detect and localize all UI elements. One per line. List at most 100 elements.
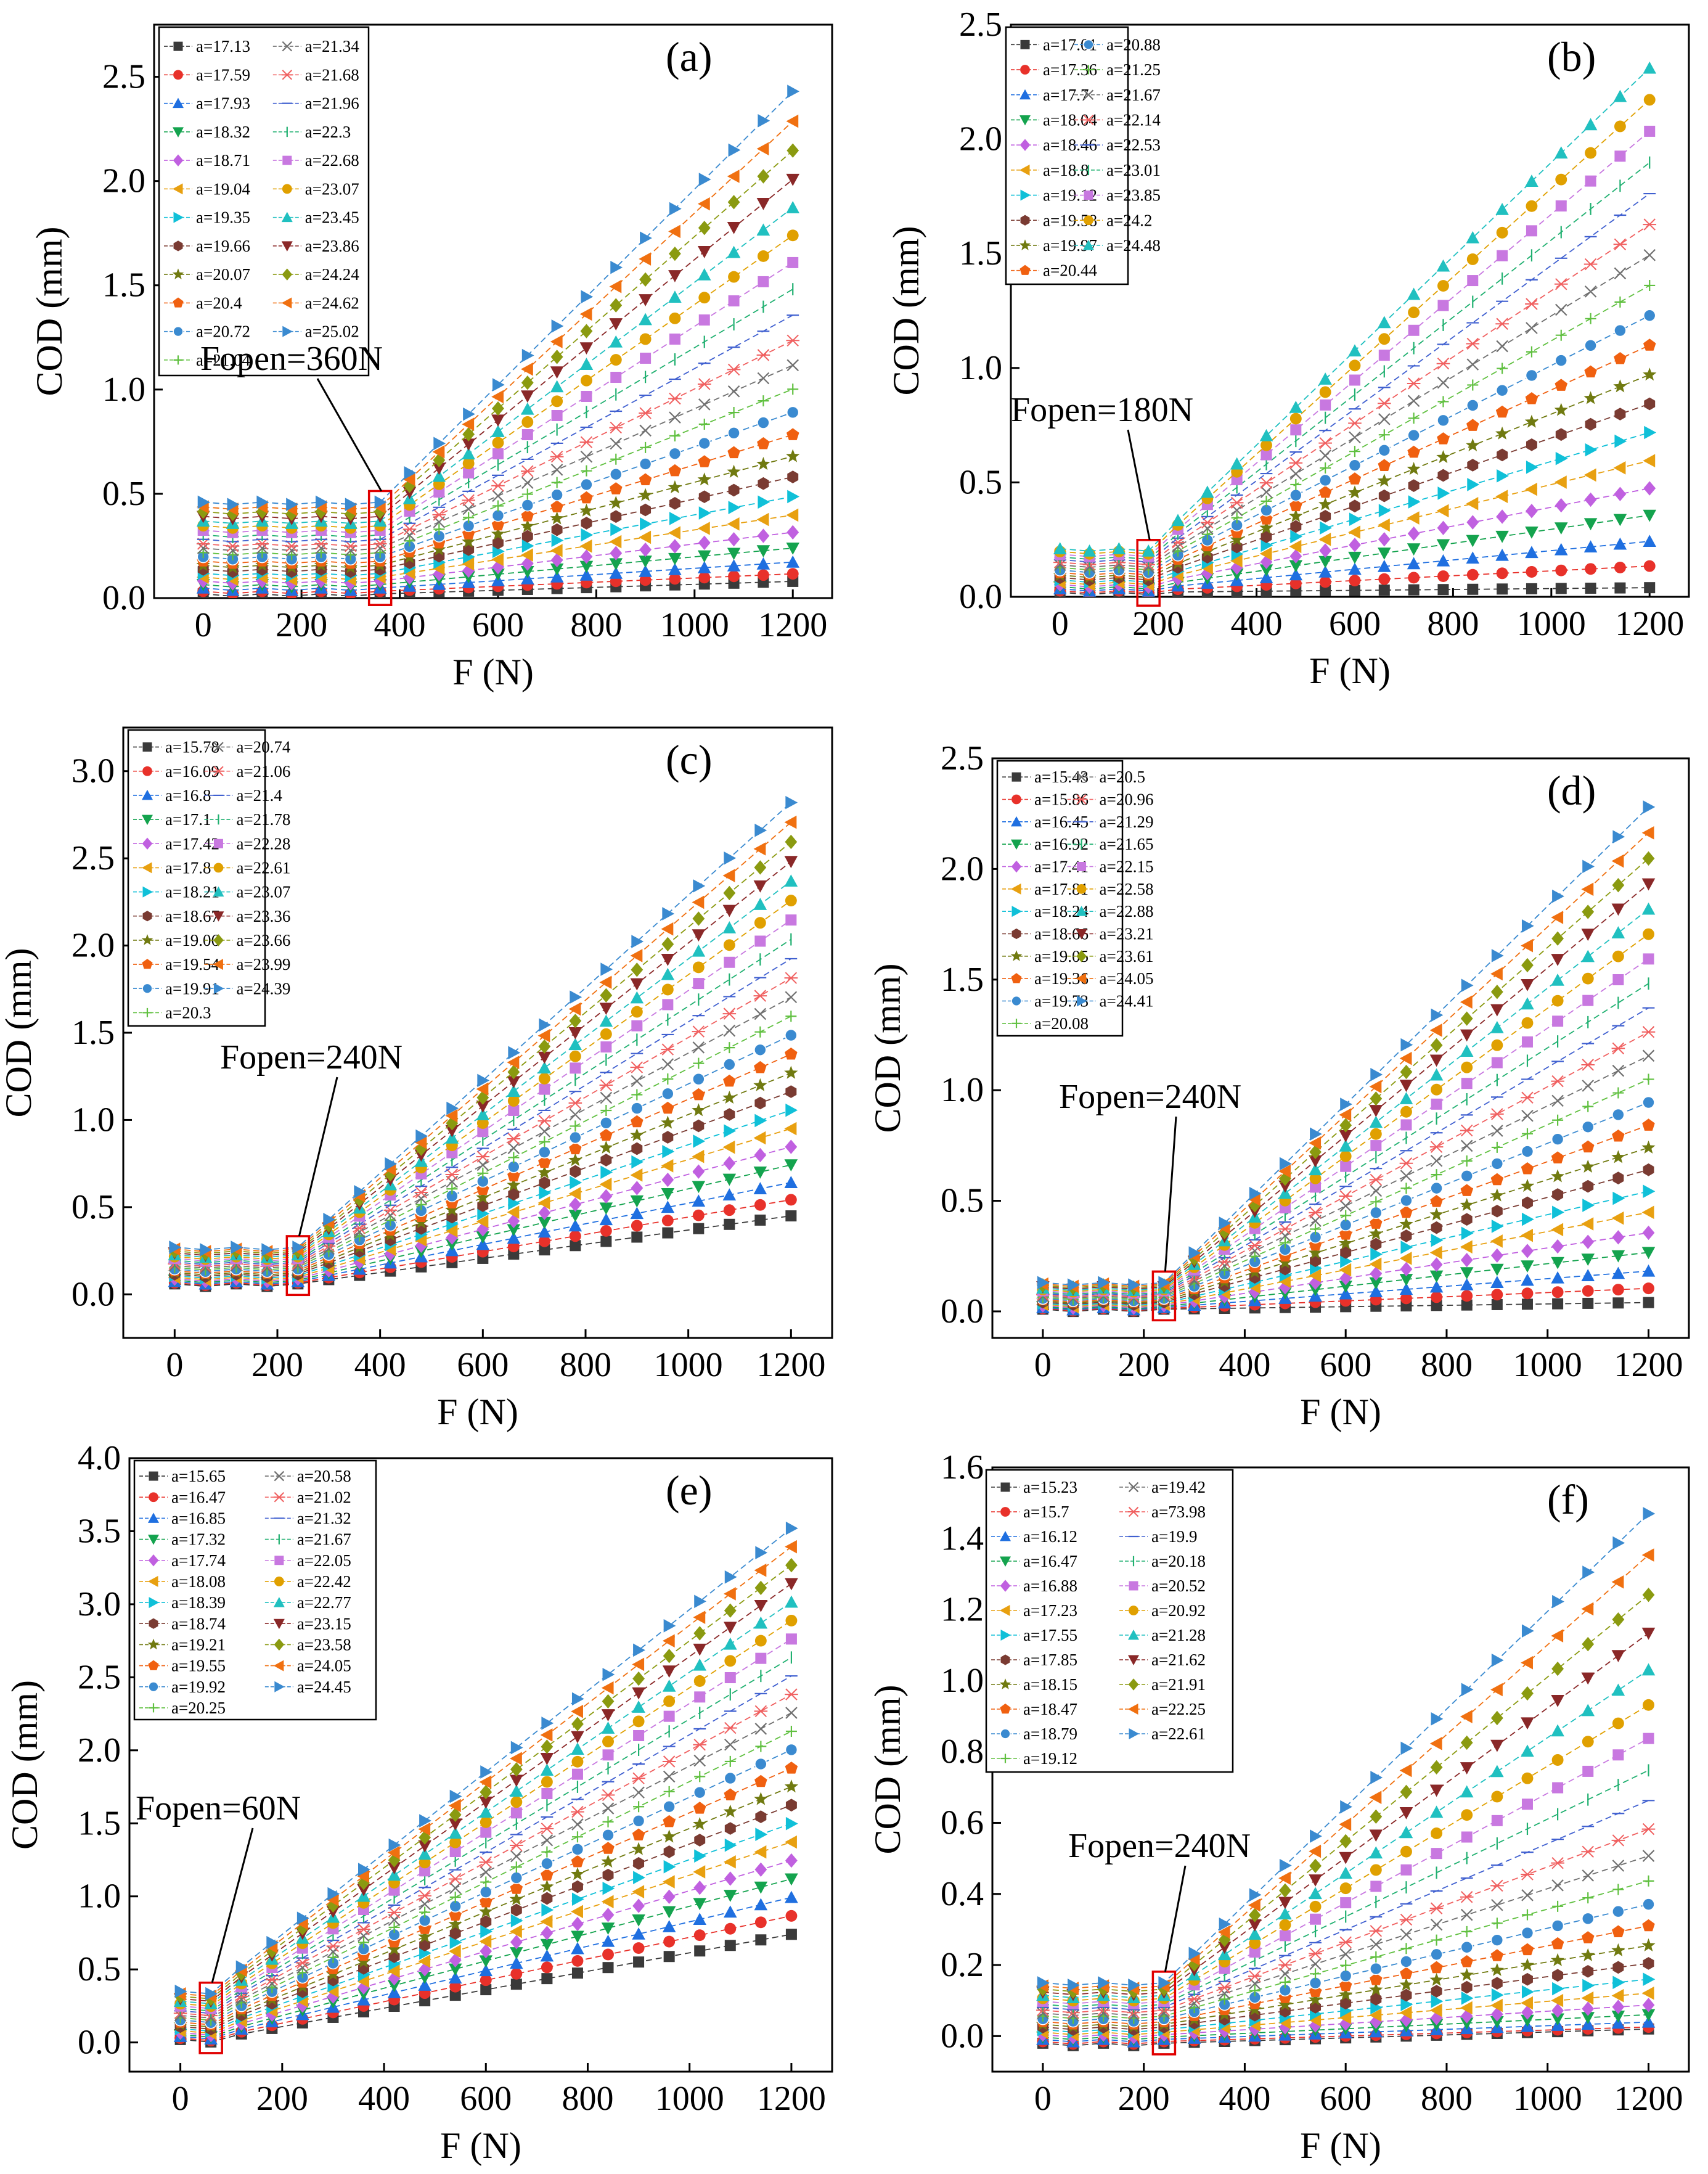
data-point bbox=[723, 1855, 736, 1869]
y-tick-label: 0.0 bbox=[941, 2017, 984, 2055]
fopen-pointer-line bbox=[316, 378, 382, 492]
data-point bbox=[433, 523, 445, 535]
data-point bbox=[1289, 412, 1302, 425]
data-point bbox=[785, 1726, 797, 1737]
legend-entry: a=20.52 bbox=[1151, 1577, 1206, 1595]
data-point bbox=[753, 1078, 767, 1091]
legend-entry: a=19.55 bbox=[171, 1657, 226, 1675]
legend-entry: a=20.58 bbox=[297, 1467, 351, 1485]
data-point bbox=[1378, 573, 1391, 585]
data-point bbox=[445, 1109, 458, 1123]
legend-marker bbox=[1082, 115, 1094, 125]
data-point bbox=[1461, 1213, 1473, 1226]
data-point bbox=[1582, 1120, 1595, 1133]
data-point bbox=[1611, 1042, 1625, 1055]
data-point bbox=[1612, 1284, 1624, 1296]
series-line bbox=[203, 289, 793, 538]
data-point bbox=[285, 539, 298, 552]
data-point bbox=[1490, 1765, 1504, 1778]
data-point bbox=[785, 1557, 798, 1573]
y-tick-label: 1.2 bbox=[941, 1591, 984, 1629]
legend-entry: a=22.25 bbox=[1151, 1700, 1206, 1718]
data-point bbox=[785, 1210, 797, 1221]
data-point bbox=[326, 1893, 339, 1906]
data-point bbox=[1521, 1656, 1533, 1670]
data-point bbox=[1525, 298, 1538, 310]
data-point bbox=[568, 1187, 581, 1200]
legend-entry: a=22.28 bbox=[236, 834, 290, 853]
y-tick-label: 1.5 bbox=[959, 234, 1002, 273]
data-point bbox=[327, 1951, 339, 1963]
data-point bbox=[785, 1085, 797, 1098]
data-point bbox=[580, 478, 593, 491]
data-point bbox=[508, 1196, 521, 1210]
x-tick-label: 0 bbox=[166, 1346, 183, 1384]
data-point bbox=[668, 480, 682, 494]
legend-marker bbox=[1000, 1556, 1011, 1567]
data-point bbox=[1430, 1181, 1443, 1195]
x-tick-label: 400 bbox=[1219, 2080, 1270, 2118]
data-point bbox=[632, 1786, 645, 1799]
data-point bbox=[433, 437, 446, 451]
data-point bbox=[693, 1913, 707, 1926]
data-point bbox=[599, 1213, 613, 1226]
data-point bbox=[668, 392, 682, 405]
data-point bbox=[1460, 1762, 1474, 1774]
data-point bbox=[1349, 374, 1360, 386]
data-point bbox=[1377, 559, 1391, 572]
data-point bbox=[462, 494, 475, 507]
data-point bbox=[785, 1909, 798, 1922]
data-point bbox=[1522, 1196, 1533, 1210]
data-point bbox=[1490, 1934, 1504, 1946]
data-point bbox=[1231, 512, 1243, 523]
x-axis-title: F (N) bbox=[440, 2125, 521, 2166]
data-point bbox=[508, 1104, 520, 1116]
legend-entry: a=21.28 bbox=[1151, 1626, 1206, 1644]
legend-entry: a=20.3 bbox=[165, 1003, 211, 1022]
data-point bbox=[551, 410, 563, 422]
data-point bbox=[1340, 1254, 1352, 1268]
data-point bbox=[296, 1956, 309, 1969]
data-point bbox=[693, 1754, 706, 1767]
data-point bbox=[1552, 1969, 1564, 1982]
data-point bbox=[1461, 1155, 1473, 1167]
data-point bbox=[415, 1129, 428, 1143]
data-point bbox=[1642, 1588, 1655, 1602]
data-point bbox=[1408, 584, 1420, 596]
data-point bbox=[1490, 2007, 1503, 2022]
legend-entry: a=21.68 bbox=[305, 65, 359, 84]
data-point bbox=[1460, 1967, 1474, 1981]
data-point bbox=[1400, 1741, 1413, 1755]
data-point bbox=[1399, 1217, 1413, 1231]
data-point bbox=[600, 1091, 613, 1104]
data-point bbox=[1466, 231, 1480, 244]
data-point bbox=[602, 1736, 614, 1748]
series-group bbox=[168, 795, 798, 1292]
data-point bbox=[632, 1657, 645, 1672]
data-point bbox=[1407, 543, 1421, 556]
legend-entry: a=20.72 bbox=[196, 322, 250, 341]
data-point bbox=[1310, 1181, 1322, 1193]
data-point bbox=[541, 1717, 554, 1730]
legend-entry: a=18.32 bbox=[196, 123, 250, 141]
data-point bbox=[1582, 859, 1595, 874]
data-point bbox=[1309, 1900, 1322, 1913]
data-point bbox=[1613, 379, 1627, 393]
data-point bbox=[1437, 432, 1450, 445]
data-point bbox=[662, 1920, 676, 1932]
data-point bbox=[1552, 1298, 1564, 1310]
data-point bbox=[476, 1151, 490, 1163]
data-point bbox=[1278, 1164, 1291, 1178]
legend-entry: a=20.44 bbox=[1043, 261, 1097, 280]
data-point bbox=[697, 246, 711, 258]
data-point bbox=[581, 290, 594, 304]
data-point bbox=[602, 1829, 615, 1842]
data-point bbox=[570, 1240, 581, 1252]
x-tick-label: 600 bbox=[457, 1346, 509, 1384]
data-point bbox=[1491, 1790, 1503, 1803]
data-point bbox=[1582, 1765, 1594, 1777]
data-point bbox=[662, 1131, 674, 1144]
legend-entry: a=18.15 bbox=[1023, 1675, 1077, 1694]
data-point bbox=[631, 1220, 643, 1232]
